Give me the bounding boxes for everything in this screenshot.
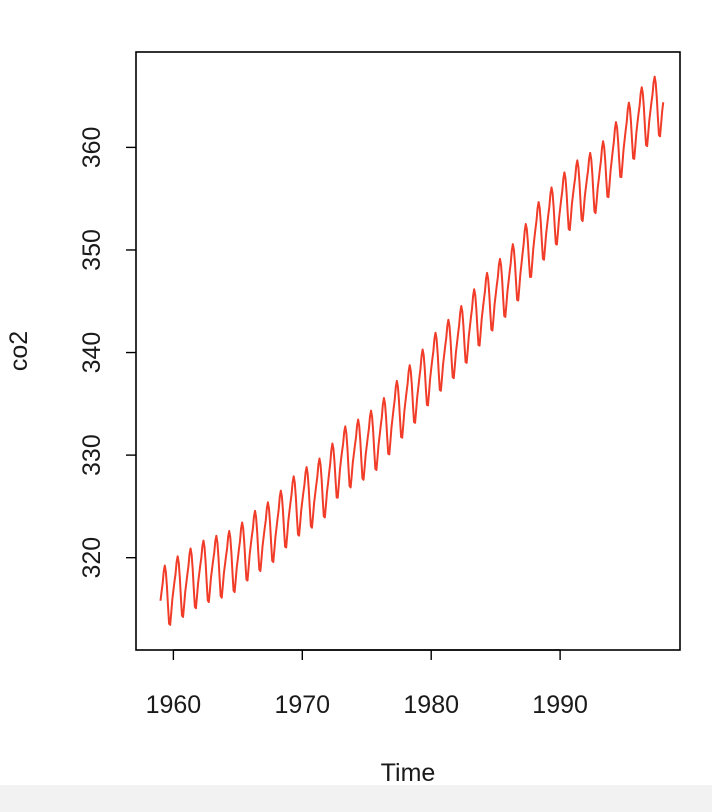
- x-axis: 1960 1970 1980 1990: [146, 649, 588, 719]
- x-tick-label: 1990: [532, 691, 588, 719]
- x-tick-label: 1980: [403, 691, 459, 719]
- y-tick-label: 330: [78, 434, 106, 476]
- co2-series-line: [159, 75, 665, 626]
- y-axis: 320 330 340 350 360: [78, 127, 136, 579]
- x-tick-label: 1970: [274, 691, 330, 719]
- y-tick-label: 350: [78, 229, 106, 271]
- y-tick-label: 360: [78, 127, 106, 169]
- y-tick-label: 340: [78, 332, 106, 374]
- x-axis-title: Time: [381, 759, 436, 787]
- y-tick-label: 320: [78, 537, 106, 579]
- x-tick-label: 1960: [146, 691, 202, 719]
- plot-frame: [135, 51, 681, 651]
- y-axis-title: co2: [5, 331, 33, 371]
- window-bottom-strip: [0, 785, 712, 812]
